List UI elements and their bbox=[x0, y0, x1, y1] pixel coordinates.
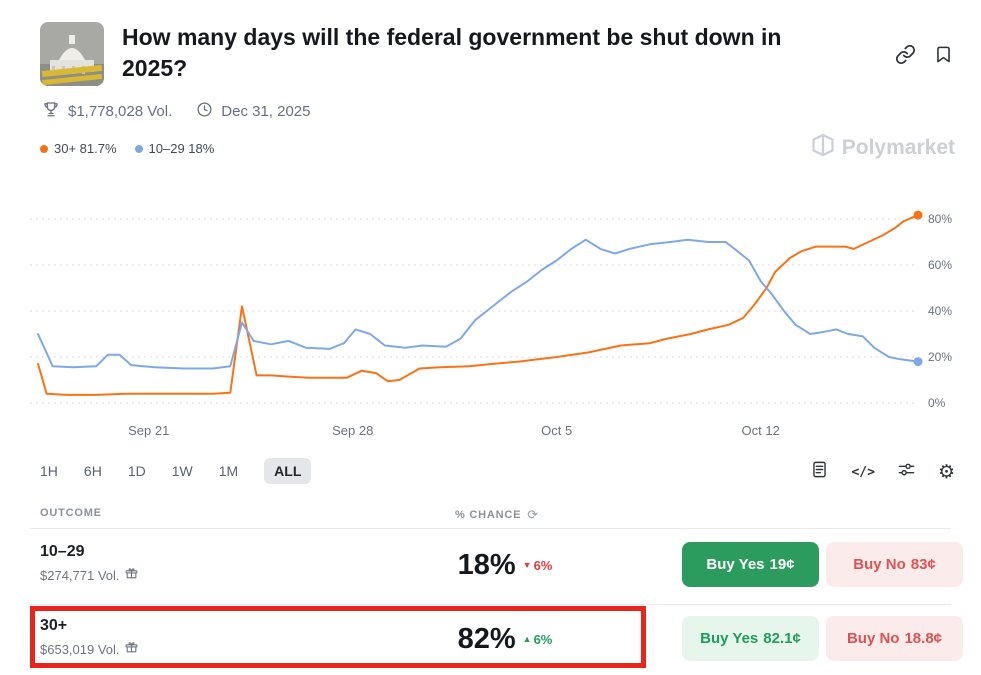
y-axis-label: 40% bbox=[928, 304, 952, 318]
series-endpoint-30+ bbox=[913, 210, 923, 220]
outcome-column-header: OUTCOME bbox=[40, 507, 102, 519]
timeframe-6h[interactable]: 6H bbox=[83, 463, 102, 479]
legend-item-10-29: 10–29 18% bbox=[134, 141, 215, 156]
market-thumbnail bbox=[40, 22, 104, 86]
timeframe-selector: 1H 6H 1D 1W 1M ALL bbox=[40, 458, 312, 484]
y-axis-label: 80% bbox=[928, 212, 952, 226]
gear-icon[interactable]: ⚙ bbox=[937, 461, 955, 483]
outcome-name: 10–29 bbox=[40, 543, 85, 560]
legend-label: 30+ 81.7% bbox=[54, 141, 117, 156]
gift-icon bbox=[125, 567, 138, 583]
buy-no-button[interactable]: Buy No 18.8¢ bbox=[826, 616, 963, 661]
chart-legend: 30+ 81.7% 10–29 18% bbox=[40, 141, 214, 156]
price-chart[interactable]: 0% 20% 40% 60% 80% Sep 21 Sep 28 Oct 5 Oct 12 bbox=[0, 185, 981, 450]
outcome-name: 30+ bbox=[40, 617, 68, 634]
refresh-icon[interactable]: ⟳ bbox=[527, 507, 539, 522]
buy-no-button[interactable]: Buy No 83¢ bbox=[826, 542, 963, 587]
gift-icon bbox=[125, 641, 138, 657]
divider bbox=[30, 604, 951, 605]
outcome-volume: $653,019 Vol. bbox=[40, 641, 120, 657]
y-axis-label: 60% bbox=[928, 258, 952, 272]
outcome-row-10-29: 10–29 $274,771 Vol. 18% ▼ 6% Buy Yes 19¢ … bbox=[0, 537, 981, 599]
y-axis-label: 20% bbox=[928, 350, 952, 364]
outcome-row-30plus: 30+ $653,019 Vol. 82% ▲ 6% Buy Yes 82.1¢ … bbox=[0, 611, 981, 673]
chart-tools: </> ⚙ bbox=[810, 460, 955, 484]
y-axis-label: 0% bbox=[928, 396, 946, 410]
outcome-volume: $274,771 Vol. bbox=[40, 567, 120, 583]
chance-value: 82% bbox=[457, 622, 516, 655]
chance-change-down: ▼ 6% bbox=[522, 557, 553, 573]
legend-dot-blue bbox=[134, 144, 143, 153]
chance-value: 18% bbox=[457, 548, 516, 581]
timeframe-all[interactable]: ALL bbox=[264, 458, 312, 484]
trophy-icon bbox=[42, 100, 60, 122]
chart-canvas: 0% 20% 40% 60% 80% Sep 21 Sep 28 Oct 5 Oct 12 bbox=[30, 210, 952, 438]
series-endpoint-10–29 bbox=[913, 357, 923, 367]
timeframe-1h[interactable]: 1H bbox=[40, 463, 58, 479]
timeframe-1w[interactable]: 1W bbox=[171, 463, 193, 479]
down-arrow-icon: ▼ bbox=[522, 560, 532, 570]
divider bbox=[30, 528, 951, 529]
x-axis-label: Sep 28 bbox=[332, 423, 373, 438]
chance-change-up: ▲ 6% bbox=[522, 631, 553, 647]
volume-text: $1,778,028 Vol. bbox=[68, 102, 173, 120]
timeframe-1m[interactable]: 1M bbox=[218, 463, 239, 479]
legend-dot-orange bbox=[40, 144, 48, 153]
market-stats: $1,778,028 Vol. Dec 31, 2025 bbox=[42, 100, 311, 122]
embed-code-icon[interactable]: </> bbox=[851, 464, 875, 480]
series-line-10–29 bbox=[37, 238, 919, 370]
x-axis-label: Oct 12 bbox=[742, 423, 780, 438]
buy-yes-button[interactable]: Buy Yes 19¢ bbox=[682, 542, 819, 587]
series-line-30+ bbox=[37, 214, 919, 396]
link-icon[interactable] bbox=[895, 44, 916, 65]
polymarket-wordmark: Polymarket bbox=[841, 136, 955, 159]
end-date-text: Dec 31, 2025 bbox=[221, 102, 311, 120]
legend-label: 10–29 18% bbox=[148, 141, 215, 156]
buy-yes-button[interactable]: Buy Yes 82.1¢ bbox=[682, 616, 819, 661]
polymarket-logo-icon bbox=[811, 133, 835, 163]
timeframe-1d[interactable]: 1D bbox=[127, 463, 146, 479]
market-title: How many days will the federal governmen… bbox=[122, 24, 782, 81]
sliders-icon[interactable] bbox=[897, 460, 916, 484]
x-axis-label: Sep 21 bbox=[128, 423, 169, 438]
capitol-image bbox=[40, 22, 104, 86]
clock-icon bbox=[196, 101, 213, 122]
bookmark-icon[interactable] bbox=[934, 45, 953, 64]
document-icon[interactable] bbox=[810, 460, 829, 484]
chance-column-header: % CHANCE bbox=[455, 509, 522, 521]
polymarket-watermark: Polymarket bbox=[811, 133, 955, 163]
legend-item-30plus: 30+ 81.7% bbox=[40, 141, 117, 156]
up-arrow-icon: ▲ bbox=[522, 634, 532, 644]
x-axis-label: Oct 5 bbox=[541, 423, 572, 438]
